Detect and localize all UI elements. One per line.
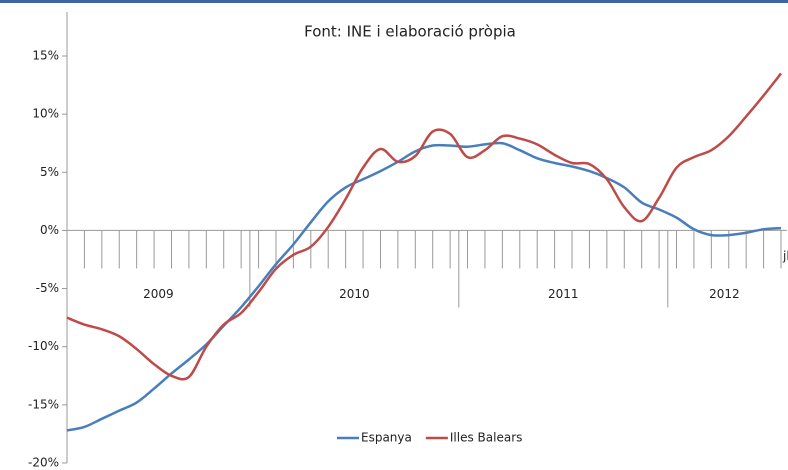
- series-line: [66, 141, 782, 432]
- top-bar: [0, 0, 788, 3]
- legend-label: Illes Balears: [450, 431, 523, 445]
- y-tick-label: -15%: [28, 397, 59, 411]
- legend-label: Espanya: [361, 431, 412, 445]
- y-tick-label: -20%: [28, 456, 59, 470]
- y-tick-label: 5%: [40, 165, 59, 179]
- y-tick-label: -10%: [28, 339, 59, 353]
- chart-title: Font: INE i elaboració pròpia: [304, 23, 516, 41]
- year-label: 2010: [339, 287, 370, 301]
- series-line: [66, 72, 782, 381]
- y-tick-label: -5%: [36, 281, 59, 295]
- x-tick-label: jl: [782, 249, 788, 263]
- y-tick-label: 10%: [32, 107, 59, 121]
- y-tick-label: 0%: [40, 223, 59, 237]
- year-label: 2012: [709, 287, 740, 301]
- y-tick-label: 15%: [32, 49, 59, 63]
- year-label: 2011: [548, 287, 579, 301]
- year-label: 2009: [143, 287, 174, 301]
